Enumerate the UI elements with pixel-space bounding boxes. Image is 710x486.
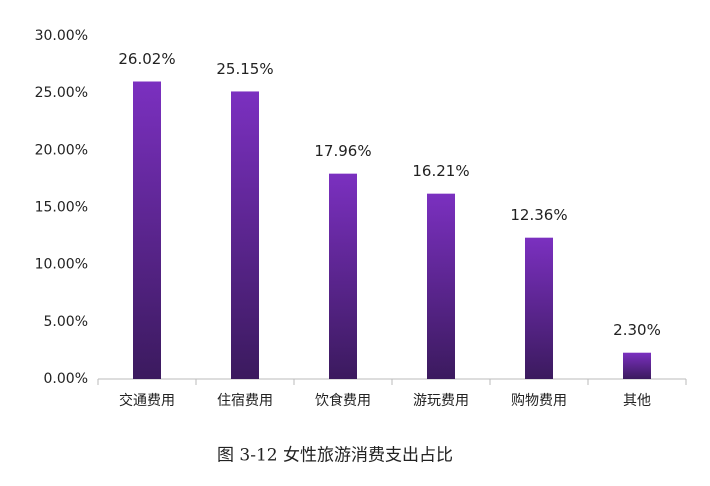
data-label: 26.02% — [118, 50, 175, 68]
y-tick-label: 0.00% — [44, 371, 88, 387]
data-label: 17.96% — [314, 142, 371, 160]
bar — [329, 173, 357, 379]
x-tick-label: 住宿费用 — [217, 392, 273, 409]
y-tick-label: 20.00% — [35, 142, 88, 158]
y-tick-label: 30.00% — [35, 28, 88, 44]
bar — [525, 237, 553, 379]
x-tick-label: 其他 — [623, 393, 651, 409]
y-tick-label: 5.00% — [44, 314, 88, 330]
x-tick-label: 饮食费用 — [315, 392, 371, 409]
data-label: 12.36% — [510, 206, 567, 224]
y-tick-label: 10.00% — [35, 257, 88, 273]
data-label: 25.15% — [216, 60, 273, 78]
x-tick-label: 交通费用 — [119, 392, 175, 409]
bar — [427, 193, 455, 379]
x-tick-label: 购物费用 — [511, 393, 567, 409]
y-tick-label: 15.00% — [35, 200, 88, 216]
bar — [231, 91, 259, 380]
data-label: 16.21% — [412, 162, 469, 180]
data-label: 2.30% — [613, 321, 661, 339]
bar — [623, 352, 651, 379]
y-tick-label: 25.00% — [35, 85, 88, 101]
chart-caption: 图 3-12 女性旅游消费支出占比 — [217, 446, 453, 466]
bar — [133, 81, 161, 379]
x-tick-label: 游玩费用 — [413, 393, 469, 409]
